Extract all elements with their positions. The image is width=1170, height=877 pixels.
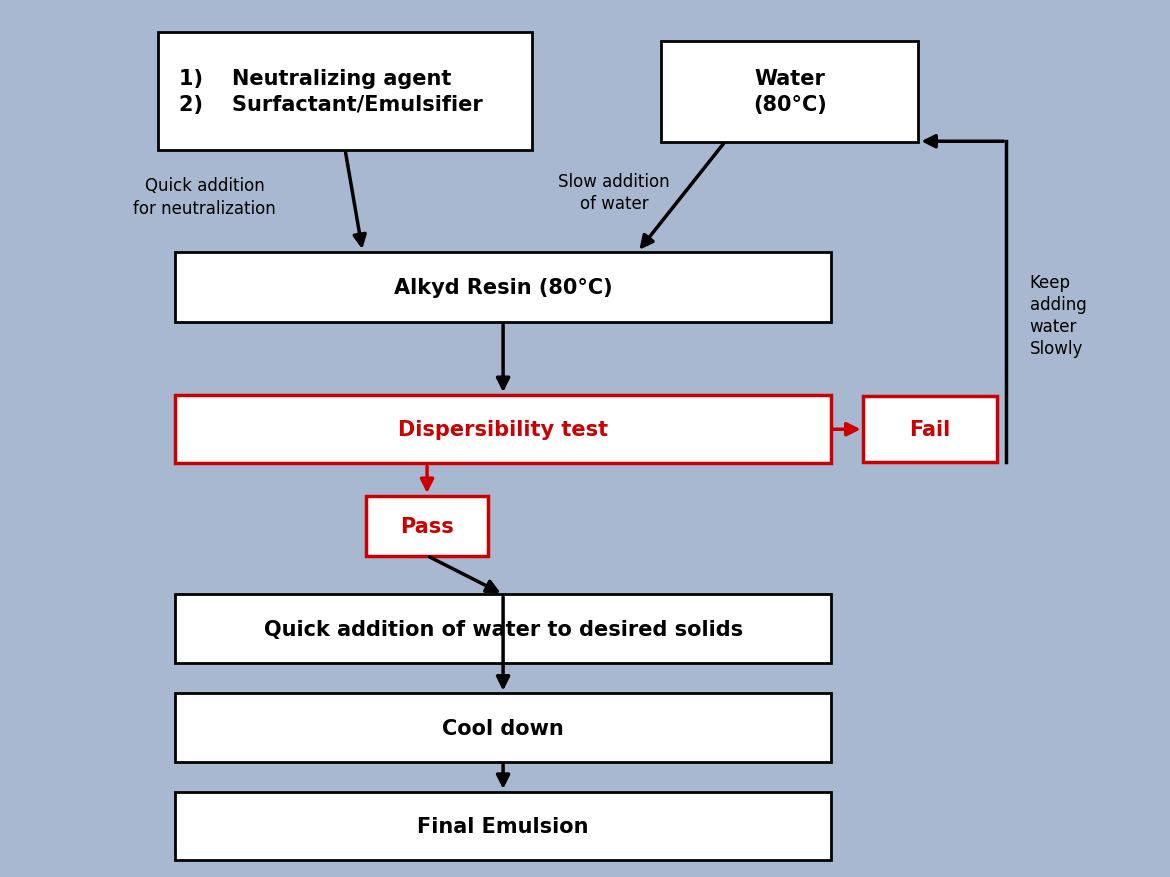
Text: 1)    Neutralizing agent
2)    Surfactant/Emulsifier: 1) Neutralizing agent 2) Surfactant/Emul… [179,69,483,115]
Text: Dispersibility test: Dispersibility test [398,420,608,439]
Text: Fail: Fail [909,420,951,439]
FancyBboxPatch shape [176,595,831,663]
Text: Pass: Pass [400,517,454,536]
FancyBboxPatch shape [176,396,831,464]
Text: Keep
adding
water
Slowly: Keep adding water Slowly [1030,274,1087,358]
Text: Water
(80°C): Water (80°C) [752,69,827,115]
FancyBboxPatch shape [158,32,532,151]
Text: Slow addition
of water: Slow addition of water [558,173,670,213]
FancyBboxPatch shape [863,396,997,463]
FancyBboxPatch shape [176,792,831,860]
FancyBboxPatch shape [365,496,489,556]
Text: Quick addition
for neutralization: Quick addition for neutralization [133,177,276,217]
FancyBboxPatch shape [176,253,831,323]
FancyBboxPatch shape [661,41,918,142]
Text: Alkyd Resin (80°C): Alkyd Resin (80°C) [394,278,612,297]
Text: Cool down: Cool down [442,718,564,738]
Text: Quick addition of water to desired solids: Quick addition of water to desired solid… [263,619,743,638]
FancyBboxPatch shape [176,694,831,762]
Text: Final Emulsion: Final Emulsion [418,816,589,836]
